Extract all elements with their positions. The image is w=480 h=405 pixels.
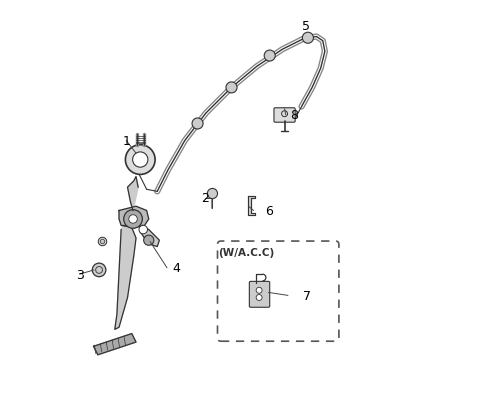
Circle shape	[139, 226, 147, 234]
Polygon shape	[119, 207, 149, 228]
Polygon shape	[115, 226, 136, 330]
Text: 4: 4	[172, 262, 180, 275]
Text: 2: 2	[201, 192, 209, 205]
Text: 3: 3	[76, 268, 84, 281]
Polygon shape	[140, 226, 159, 247]
Text: 1: 1	[123, 134, 131, 147]
Circle shape	[256, 288, 262, 294]
Polygon shape	[249, 196, 255, 215]
FancyBboxPatch shape	[274, 109, 295, 123]
Text: 6: 6	[265, 205, 273, 217]
Circle shape	[192, 119, 203, 130]
Circle shape	[129, 215, 137, 224]
Circle shape	[264, 51, 275, 62]
Circle shape	[144, 236, 154, 246]
Circle shape	[125, 145, 155, 175]
Text: 5: 5	[302, 19, 310, 32]
Circle shape	[256, 295, 262, 301]
Text: 7: 7	[302, 289, 311, 302]
Circle shape	[98, 238, 107, 246]
Text: 8: 8	[290, 109, 298, 122]
Circle shape	[92, 264, 106, 277]
Text: (W/A.C.C): (W/A.C.C)	[218, 247, 275, 258]
Polygon shape	[128, 177, 138, 211]
Circle shape	[302, 33, 313, 44]
Circle shape	[226, 83, 237, 94]
Polygon shape	[94, 334, 136, 355]
FancyBboxPatch shape	[249, 281, 270, 307]
Circle shape	[207, 189, 217, 199]
Circle shape	[124, 210, 143, 229]
FancyBboxPatch shape	[217, 241, 339, 341]
Circle shape	[132, 153, 148, 168]
